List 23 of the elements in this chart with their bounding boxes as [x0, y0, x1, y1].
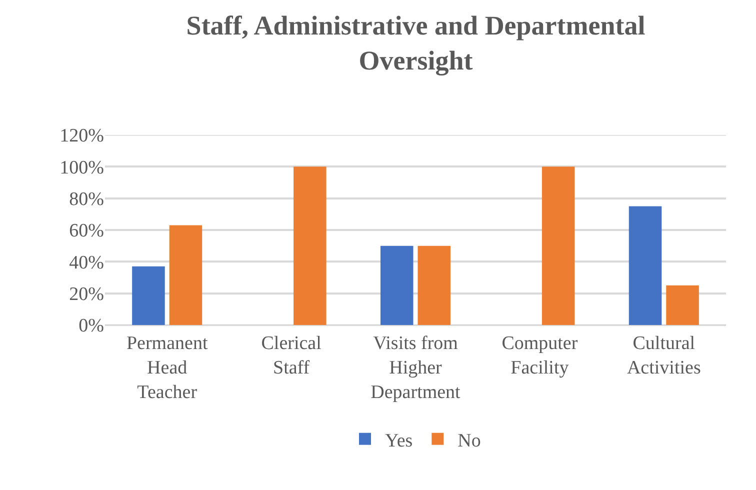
bar: [628, 206, 662, 325]
y-tick-label: 0%: [78, 316, 104, 337]
x-tick-label: Computer Facility: [502, 332, 578, 378]
bar: [666, 285, 699, 325]
y-tick-label: 100%: [60, 157, 104, 178]
y-tick-label: 80%: [69, 188, 104, 210]
x-tick-label: Visits from Higher Department: [370, 332, 462, 404]
bar: [132, 266, 165, 325]
chart-title: Staff, Administrative and Departmental Oversight: [186, 10, 646, 76]
x-tick-label: Clerical Staff: [261, 332, 322, 378]
y-tick-label: 40%: [69, 252, 104, 274]
bar: [418, 246, 451, 325]
bar: [294, 166, 326, 325]
legend-label: No: [458, 430, 481, 452]
y-tick-label: 60%: [69, 220, 104, 242]
y-tick-label: 20%: [69, 284, 104, 305]
y-tick-label: 120%: [60, 126, 104, 147]
x-tick-label: Cultural Activities: [626, 332, 701, 378]
x-tick-label: Permanent Head Teacher: [126, 332, 208, 404]
bar: [542, 166, 575, 325]
legend-label: Yes: [385, 430, 413, 452]
bar: [380, 246, 414, 325]
bar: [169, 225, 202, 325]
